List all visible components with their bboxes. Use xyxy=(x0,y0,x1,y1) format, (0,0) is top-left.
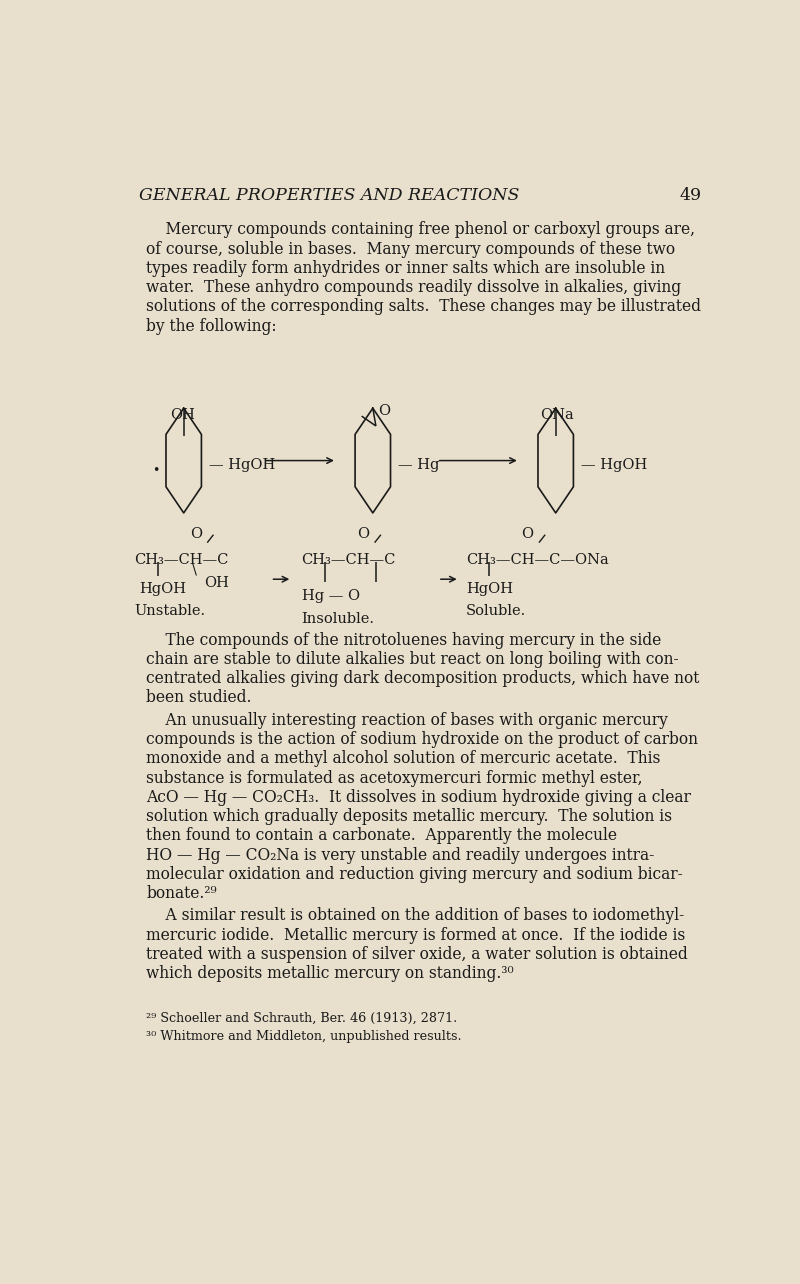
Text: compounds is the action of sodium hydroxide on the product of carbon: compounds is the action of sodium hydrox… xyxy=(146,731,698,749)
Text: of course, soluble in bases.  Many mercury compounds of these two: of course, soluble in bases. Many mercur… xyxy=(146,240,676,258)
Text: O: O xyxy=(358,526,370,541)
Text: HgOH: HgOH xyxy=(139,582,186,596)
Text: by the following:: by the following: xyxy=(146,317,277,335)
Text: substance is formulated as acetoxymercuri formic methyl ester,: substance is formulated as acetoxymercur… xyxy=(146,769,643,787)
Text: An unusually interesting reaction of bases with organic mercury: An unusually interesting reaction of bas… xyxy=(146,711,668,729)
Text: chain are stable to dilute alkalies but react on long boiling with con-: chain are stable to dilute alkalies but … xyxy=(146,651,679,668)
Text: Insoluble.: Insoluble. xyxy=(302,612,374,625)
Text: which deposits metallic mercury on standing.³⁰: which deposits metallic mercury on stand… xyxy=(146,966,514,982)
Text: OH: OH xyxy=(204,577,229,591)
Text: HgOH: HgOH xyxy=(466,582,513,596)
Text: then found to contain a carbonate.  Apparently the molecule: then found to contain a carbonate. Appar… xyxy=(146,827,618,845)
Text: water.  These anhydro compounds readily dissolve in alkalies, giving: water. These anhydro compounds readily d… xyxy=(146,279,682,297)
Text: HO — Hg — CO₂Na is very unstable and readily undergoes intra-: HO — Hg — CO₂Na is very unstable and rea… xyxy=(146,846,654,864)
Text: types readily form anhydrides or inner salts which are insoluble in: types readily form anhydrides or inner s… xyxy=(146,259,666,277)
Text: O: O xyxy=(522,526,534,541)
Text: A similar result is obtained on the addition of bases to iodomethyl-: A similar result is obtained on the addi… xyxy=(146,908,685,924)
Text: Soluble.: Soluble. xyxy=(466,603,526,618)
Text: been studied.: been studied. xyxy=(146,690,252,706)
Text: Mercury compounds containing free phenol or carboxyl groups are,: Mercury compounds containing free phenol… xyxy=(146,221,695,239)
Text: CH₃—CH—C: CH₃—CH—C xyxy=(134,552,229,566)
Text: GENERAL PROPERTIES AND REACTIONS: GENERAL PROPERTIES AND REACTIONS xyxy=(139,186,519,204)
Text: solution which gradually deposits metallic mercury.  The solution is: solution which gradually deposits metall… xyxy=(146,808,673,826)
Text: O: O xyxy=(378,404,390,419)
Text: OH: OH xyxy=(170,408,195,422)
Text: — Hg: — Hg xyxy=(398,457,439,471)
Text: •: • xyxy=(152,464,159,476)
Text: ONa: ONa xyxy=(540,408,574,422)
Text: Unstable.: Unstable. xyxy=(134,603,206,618)
Text: monoxide and a methyl alcohol solution of mercuric acetate.  This: monoxide and a methyl alcohol solution o… xyxy=(146,750,661,768)
Text: CH₃—CH—C—ONa: CH₃—CH—C—ONa xyxy=(466,552,609,566)
Text: centrated alkalies giving dark decomposition products, which have not: centrated alkalies giving dark decomposi… xyxy=(146,670,700,687)
Text: — HgOH: — HgOH xyxy=(209,457,275,471)
Text: CH₃—CH—C: CH₃—CH—C xyxy=(302,552,396,566)
Text: O: O xyxy=(190,526,202,541)
Text: Hg — O: Hg — O xyxy=(302,589,360,603)
Text: The compounds of the nitrotoluenes having mercury in the side: The compounds of the nitrotoluenes havin… xyxy=(146,632,662,648)
Text: bonate.²⁹: bonate.²⁹ xyxy=(146,885,217,903)
Text: ³⁰ Whitmore and Middleton, unpublished results.: ³⁰ Whitmore and Middleton, unpublished r… xyxy=(146,1030,462,1043)
Text: — HgOH: — HgOH xyxy=(581,457,647,471)
Text: ²⁹ Schoeller and Schrauth, Ber. 46 (1913), 2871.: ²⁹ Schoeller and Schrauth, Ber. 46 (1913… xyxy=(146,1012,458,1025)
Text: mercuric iodide.  Metallic mercury is formed at once.  If the iodide is: mercuric iodide. Metallic mercury is for… xyxy=(146,927,686,944)
Text: 49: 49 xyxy=(680,186,702,204)
Text: solutions of the corresponding salts.  These changes may be illustrated: solutions of the corresponding salts. Th… xyxy=(146,298,702,316)
Text: treated with a suspension of silver oxide, a water solution is obtained: treated with a suspension of silver oxid… xyxy=(146,946,688,963)
Text: \: \ xyxy=(192,562,197,577)
Text: AcO — Hg — CO₂CH₃.  It dissolves in sodium hydroxide giving a clear: AcO — Hg — CO₂CH₃. It dissolves in sodiu… xyxy=(146,788,691,806)
Text: molecular oxidation and reduction giving mercury and sodium bicar-: molecular oxidation and reduction giving… xyxy=(146,865,683,883)
